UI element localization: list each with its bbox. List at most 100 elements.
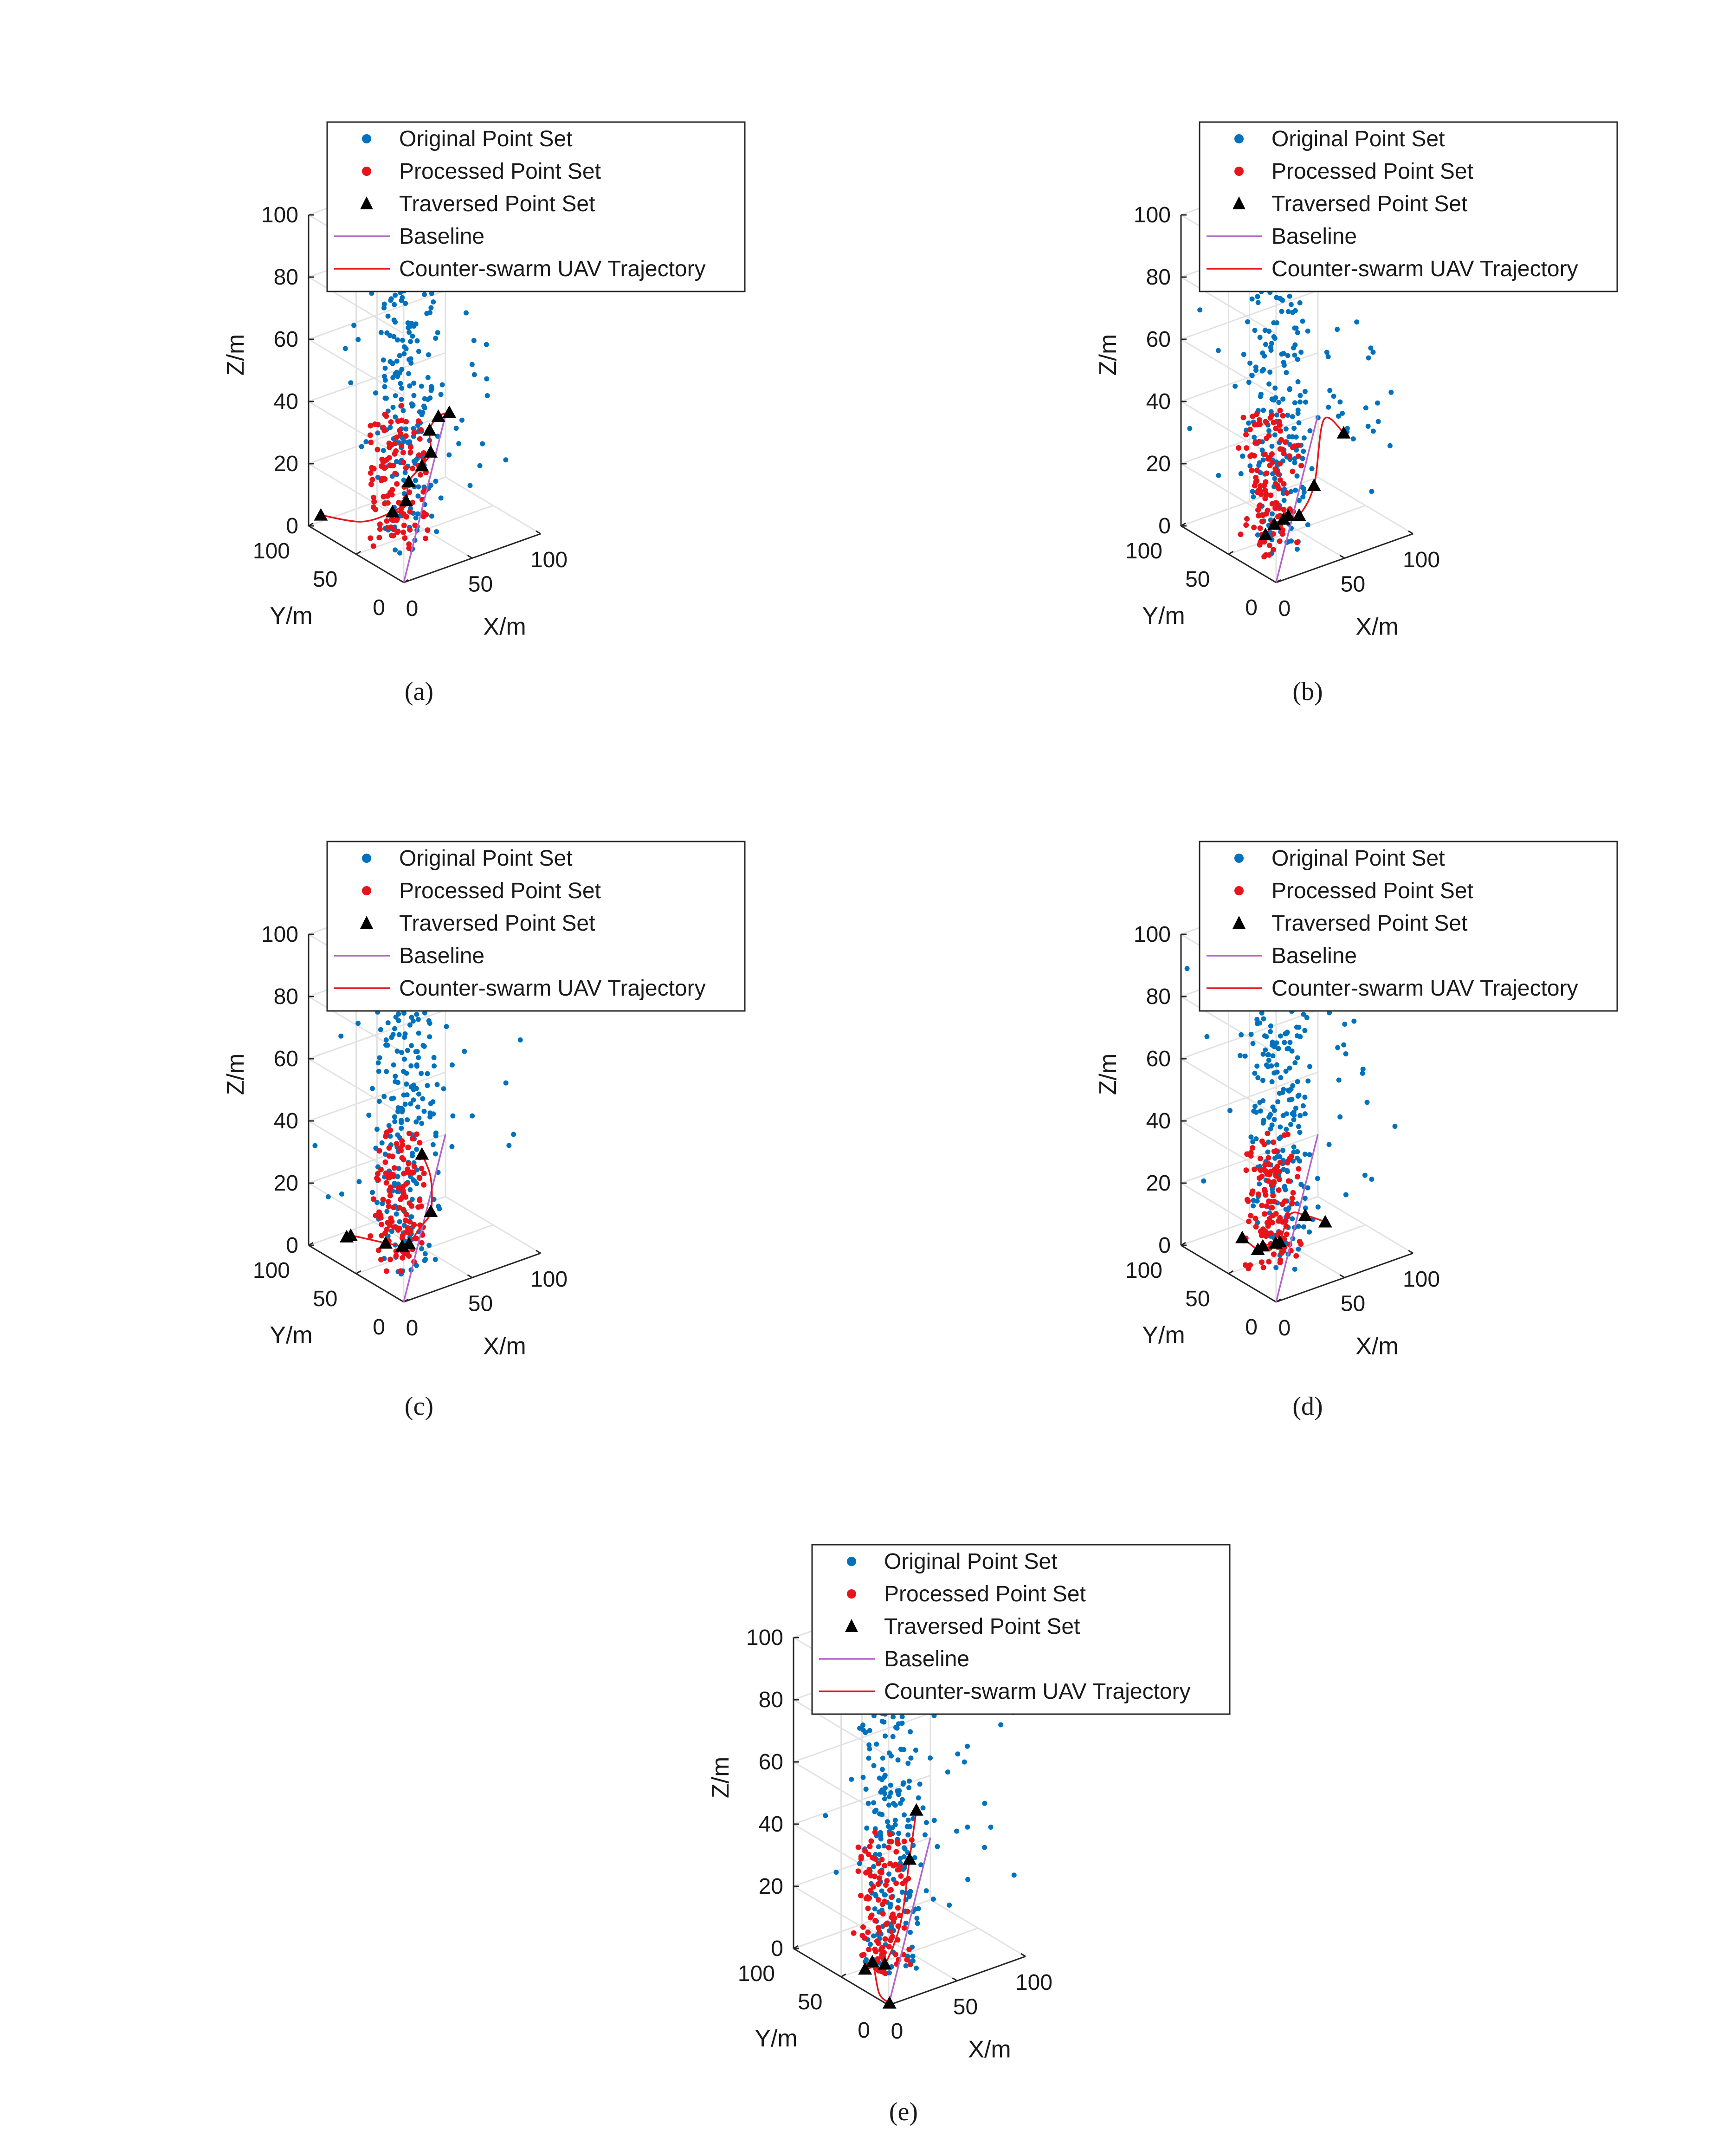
- original-point: [395, 1105, 401, 1111]
- processed-point: [379, 1221, 385, 1227]
- processed-point: [407, 1219, 413, 1225]
- processed-point: [1249, 467, 1255, 473]
- processed-point: [1282, 1198, 1288, 1204]
- processed-point: [858, 1892, 864, 1898]
- processed-point: [386, 1145, 392, 1151]
- original-point: [404, 1070, 409, 1076]
- legend-label: Traversed Point Set: [1271, 192, 1467, 216]
- z-axis-label: Z/m: [222, 1054, 249, 1095]
- processed-point: [875, 1861, 881, 1867]
- original-point: [1362, 1172, 1368, 1178]
- processed-point: [1273, 500, 1279, 506]
- original-point: [896, 1721, 902, 1727]
- x-tick-label: 0: [1278, 596, 1291, 621]
- y-tick-mark: [1228, 550, 1234, 555]
- original-point: [872, 1906, 878, 1912]
- original-point: [1260, 457, 1266, 463]
- original-point: [1296, 1124, 1302, 1129]
- original-point: [879, 1718, 885, 1724]
- processed-point: [1236, 445, 1242, 451]
- processed-point: [882, 1863, 888, 1869]
- original-point: [393, 1074, 398, 1079]
- original-point: [428, 1101, 433, 1107]
- processed-point: [1266, 1172, 1272, 1178]
- original-point: [1295, 1055, 1300, 1061]
- processed-point: [1269, 1204, 1275, 1211]
- processed-point: [877, 1875, 883, 1881]
- original-point: [1315, 1176, 1320, 1181]
- original-point: [945, 1769, 950, 1775]
- x-tick-mark: [536, 1250, 541, 1254]
- processed-point: [879, 1952, 885, 1958]
- processed-point: [882, 1936, 888, 1942]
- original-point: [1215, 348, 1221, 353]
- original-point: [1281, 1167, 1286, 1172]
- processed-point: [392, 440, 398, 447]
- original-point: [1307, 428, 1313, 434]
- processed-point: [878, 1968, 884, 1974]
- original-point: [823, 1813, 828, 1819]
- original-point: [863, 1959, 868, 1964]
- processed-point: [1265, 507, 1271, 513]
- original-point: [407, 1022, 413, 1028]
- processed-point: [1280, 413, 1286, 419]
- original-point: [882, 1773, 888, 1778]
- z-tick-label: 0: [1158, 1233, 1171, 1258]
- original-point: [394, 358, 400, 364]
- original-point: [416, 1091, 421, 1097]
- z-tick-label: 100: [1134, 203, 1171, 227]
- processed-point: [398, 1196, 404, 1202]
- original-point: [866, 1755, 871, 1761]
- original-point: [422, 405, 427, 411]
- original-point: [414, 338, 420, 343]
- original-point: [1388, 389, 1394, 395]
- original-point: [391, 334, 397, 339]
- processed-point: [1277, 1159, 1283, 1165]
- original-point: [914, 1965, 919, 1971]
- traversed-point: [431, 409, 445, 422]
- original-point: [378, 330, 384, 335]
- processed-point: [891, 1863, 897, 1869]
- z-tick-label: 0: [1158, 514, 1171, 538]
- original-point: [908, 1889, 913, 1894]
- original-point: [402, 1035, 407, 1040]
- original-point: [1291, 1144, 1297, 1150]
- processed-point: [368, 470, 374, 476]
- processed-point: [413, 1236, 419, 1242]
- legend-label: Processed Point Set: [399, 159, 601, 184]
- original-point: [408, 339, 413, 344]
- original-point: [1296, 420, 1302, 426]
- legend-marker-original: [1234, 854, 1244, 863]
- original-point: [393, 1014, 399, 1020]
- x-tick-label: 100: [1015, 1970, 1052, 1995]
- processed-point: [888, 1937, 894, 1943]
- original-point: [400, 337, 406, 343]
- original-point: [1270, 1039, 1275, 1045]
- original-point: [429, 386, 434, 391]
- original-point: [484, 393, 490, 398]
- original-point: [392, 1114, 397, 1120]
- original-point: [397, 1219, 402, 1224]
- processed-point: [1248, 1213, 1254, 1219]
- z-tick-label: 40: [274, 389, 298, 414]
- processed-point: [1252, 421, 1258, 427]
- x-tick-mark: [1020, 1953, 1026, 1957]
- processed-point: [407, 527, 413, 533]
- processed-point: [390, 533, 396, 539]
- original-point: [1252, 328, 1258, 333]
- processed-point: [855, 1844, 861, 1850]
- original-point: [382, 377, 388, 383]
- original-point: [408, 320, 414, 326]
- traversed-point: [882, 1996, 897, 2009]
- processed-point: [421, 450, 427, 456]
- original-point: [1278, 1124, 1283, 1130]
- x-tick-mark: [1408, 530, 1413, 535]
- original-point: [366, 1113, 372, 1118]
- original-point: [381, 1094, 387, 1099]
- original-point: [923, 1888, 929, 1894]
- original-point: [1287, 1065, 1292, 1071]
- z-axis-label: Z/m: [1095, 1054, 1122, 1095]
- processed-point: [886, 1839, 892, 1845]
- processed-point: [1279, 1248, 1285, 1254]
- original-point: [384, 1069, 389, 1075]
